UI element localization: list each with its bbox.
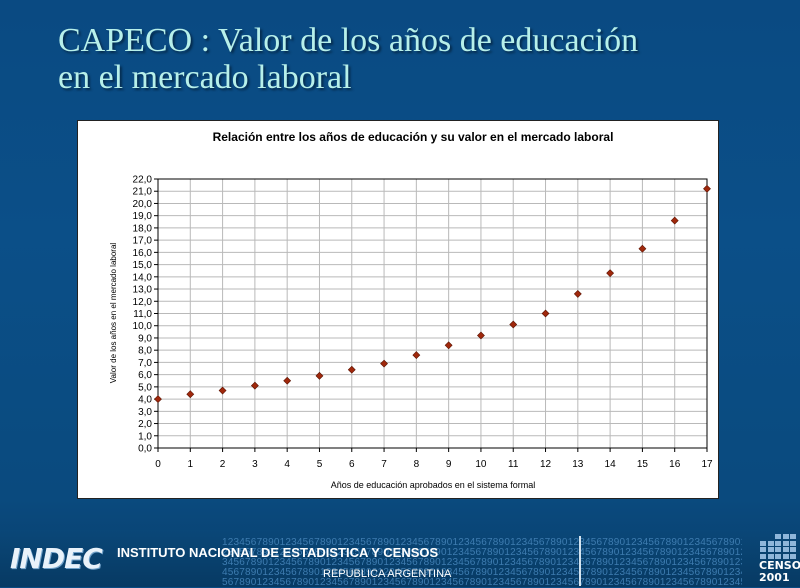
y-tick-label: 0,0 bbox=[138, 444, 152, 455]
digit-pattern-row: 2345678901234567890123456789012345678901… bbox=[222, 547, 742, 558]
data-point bbox=[606, 269, 615, 278]
y-tick-label: 15,0 bbox=[133, 260, 153, 271]
censo-logo-grid-icon bbox=[760, 534, 798, 560]
x-axis-tick-labels: 0 1 2 3 4 5 6 7 8 9 10 11 12 13 14 15 16 17 bbox=[155, 448, 713, 470]
x-tick-label: 11 bbox=[508, 459, 519, 470]
y-tick-label: 9,0 bbox=[138, 333, 152, 344]
y-axis-label: Valor de los años en el mercado laboral bbox=[109, 243, 118, 384]
y-tick-label: 12,0 bbox=[133, 297, 153, 308]
x-tick-label: 17 bbox=[701, 459, 713, 470]
x-tick-label: 12 bbox=[540, 459, 552, 470]
footer-divider bbox=[579, 536, 581, 586]
republic-name: REPUBLICA ARGENTINA bbox=[323, 568, 452, 580]
data-point bbox=[315, 371, 324, 380]
grid-lines bbox=[157, 178, 708, 449]
y-tick-label: 6,0 bbox=[138, 370, 152, 381]
x-tick-label: 6 bbox=[349, 459, 355, 470]
footer-banner: 1234567890123456789012345678901234567890… bbox=[0, 530, 800, 588]
x-tick-label: 9 bbox=[446, 459, 452, 470]
y-tick-label: 7,0 bbox=[138, 358, 152, 369]
data-point bbox=[347, 365, 356, 374]
data-point bbox=[380, 359, 388, 368]
chart-panel: Relación entre los años de educación y s… bbox=[77, 120, 719, 499]
x-tick-label: 16 bbox=[669, 459, 681, 470]
digit-pattern-row: 5678901234567890123456789012345678901234… bbox=[222, 577, 742, 588]
x-tick-label: 8 bbox=[414, 459, 420, 470]
y-tick-label: 1,0 bbox=[138, 431, 152, 442]
x-tick-label: 14 bbox=[605, 459, 617, 470]
data-points bbox=[154, 184, 711, 404]
slide-title: CAPECO : Valor de los años de educación … bbox=[58, 22, 778, 96]
digit-pattern-background: 1234567890123456789012345678901234567890… bbox=[222, 538, 742, 588]
y-tick-label: 11,0 bbox=[133, 309, 152, 320]
data-point bbox=[283, 376, 292, 385]
x-tick-label: 5 bbox=[317, 459, 323, 470]
data-point bbox=[477, 331, 485, 340]
y-tick-label: 2,0 bbox=[138, 419, 152, 430]
x-tick-label: 4 bbox=[284, 459, 290, 470]
y-tick-label: 16,0 bbox=[133, 248, 153, 259]
y-tick-label: 22,0 bbox=[133, 175, 153, 186]
data-point bbox=[186, 390, 195, 399]
x-tick-label: 0 bbox=[155, 459, 161, 470]
y-tick-label: 3,0 bbox=[138, 407, 152, 418]
indec-logo: INDEC bbox=[10, 542, 103, 575]
y-tick-label: 19,0 bbox=[133, 211, 153, 222]
censo-2001-logo: CENSO 2001 bbox=[758, 534, 800, 587]
y-tick-label: 21,0 bbox=[133, 187, 153, 198]
scatter-chart: Relación entre los años de educación y s… bbox=[109, 130, 713, 490]
y-tick-label: 20,0 bbox=[133, 199, 153, 210]
institution-name: INSTITUTO NACIONAL DE ESTADISTICA Y CENS… bbox=[117, 545, 439, 560]
y-tick-label: 10,0 bbox=[133, 321, 153, 332]
x-axis-label: Años de educación aprobados en el sistem… bbox=[331, 480, 536, 490]
y-axis-tick-labels: 0,0 1,02,03,04,0 5,06,07,08,0 9,010,011,012… bbox=[133, 175, 158, 455]
x-tick-label: 3 bbox=[252, 459, 258, 470]
data-point bbox=[573, 290, 582, 298]
y-tick-label: 8,0 bbox=[138, 346, 152, 357]
x-tick-label: 1 bbox=[188, 459, 194, 470]
y-tick-label: 13,0 bbox=[133, 285, 153, 296]
x-tick-label: 2 bbox=[220, 459, 226, 470]
slide-title-line-2: en el mercado laboral bbox=[58, 59, 352, 96]
y-tick-label: 18,0 bbox=[133, 223, 153, 234]
x-tick-label: 7 bbox=[381, 459, 387, 470]
y-tick-label: 17,0 bbox=[133, 236, 153, 247]
x-tick-label: 10 bbox=[475, 459, 487, 470]
x-tick-label: 15 bbox=[637, 459, 649, 470]
data-point bbox=[444, 341, 453, 350]
y-tick-label: 5,0 bbox=[138, 382, 152, 393]
data-point bbox=[412, 351, 421, 359]
digit-pattern-row: 3456789012345678901234567890123456789012… bbox=[222, 557, 742, 568]
data-point bbox=[638, 244, 647, 253]
chart-title: Relación entre los años de educación y s… bbox=[213, 130, 614, 144]
data-point bbox=[670, 216, 679, 225]
data-point bbox=[218, 386, 227, 395]
digit-pattern-row: 1234567890123456789012345678901234567890… bbox=[222, 538, 742, 548]
data-point bbox=[541, 309, 550, 318]
data-point bbox=[250, 381, 259, 390]
data-point bbox=[509, 320, 518, 329]
y-tick-label: 14,0 bbox=[133, 272, 153, 283]
data-point bbox=[154, 395, 162, 404]
x-tick-label: 13 bbox=[572, 459, 584, 470]
y-tick-label: 4,0 bbox=[138, 395, 152, 406]
data-point bbox=[703, 184, 711, 193]
censo-logo-text: CENSO 2001 bbox=[759, 559, 800, 584]
slide-title-line-1: CAPECO : Valor de los años de educación bbox=[58, 22, 639, 59]
digit-pattern-row: 4567890123456789012345678901234567890123… bbox=[222, 567, 742, 578]
